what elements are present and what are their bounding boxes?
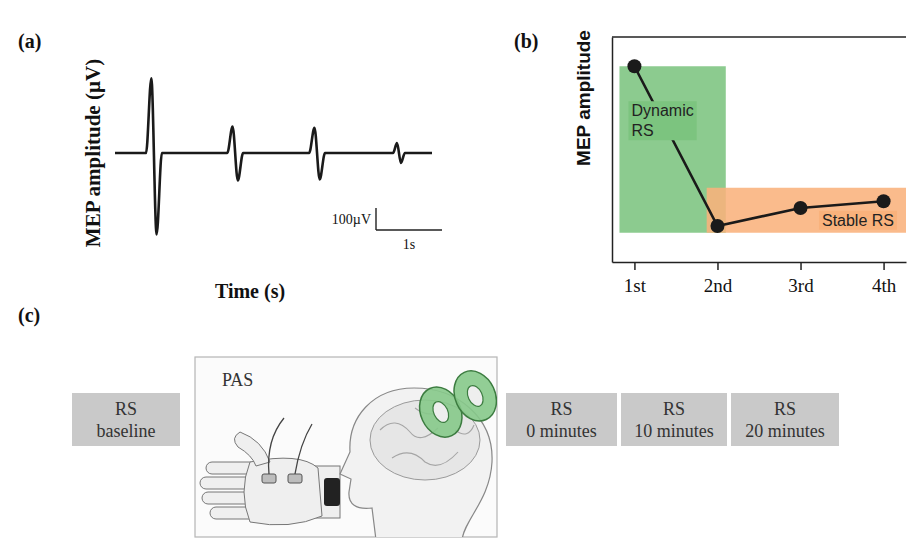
panel-letter: (a) [18, 30, 41, 53]
box-label: RSbaseline [97, 399, 156, 441]
pas-illustration [200, 364, 497, 537]
box-label-line: RS [663, 399, 685, 419]
x-axis-line [613, 262, 907, 264]
scale-bar-horizontal [376, 229, 442, 230]
x-tick-label: 4th [872, 275, 897, 296]
box-label: RS20 minutes [745, 399, 825, 441]
x-tick-label: 2nd [704, 275, 733, 296]
box [506, 393, 617, 446]
x-tick: 4th [872, 262, 897, 296]
box-label-line: 10 minutes [634, 421, 714, 441]
box-label-line: 0 minutes [526, 421, 597, 441]
label-patch [819, 211, 897, 230]
stimulator [324, 478, 340, 506]
coil-hole [430, 399, 452, 425]
rs-box: RSbaseline [72, 393, 180, 446]
electrode [288, 474, 302, 483]
y-axis-line [612, 38, 614, 263]
figure: (a) (b) (c) 100µV 1s MEP amplitude (µV) Time (… [0, 0, 912, 540]
palm [244, 458, 322, 525]
x-tick: 1st [624, 262, 647, 296]
region-label: Stable RS [822, 212, 894, 229]
region [707, 188, 906, 233]
stimulation-label: PAS [222, 370, 253, 390]
region-label-line: RS [631, 122, 653, 139]
x-tick: 3rd [788, 262, 814, 296]
frame-top [612, 36, 906, 38]
wire [269, 418, 284, 474]
data-line [634, 66, 883, 226]
box-label-line: RS [774, 399, 796, 419]
x-tick-mark [717, 262, 719, 270]
x-axis-title: Time (s) [215, 280, 285, 303]
scale-bar-vertical [375, 208, 376, 230]
box-label: RS10 minutes [634, 399, 714, 441]
rs-box: RS0 minutes [506, 393, 617, 446]
scale-bar-label: 1s [403, 237, 415, 252]
x-tick-mark [883, 262, 885, 270]
box-label-line: RS [115, 399, 137, 419]
data-point [710, 219, 724, 233]
box-label-line: baseline [97, 421, 156, 441]
scale-bar-label: 100µV [332, 212, 371, 227]
box-label-line: 20 minutes [745, 421, 825, 441]
wire [295, 424, 312, 474]
brain-fold [392, 452, 458, 465]
box [621, 393, 727, 446]
region-label: Dynamic RS [631, 102, 693, 139]
panel-letter: (b) [514, 30, 538, 53]
region-labels: Dynamic RS Stable RS [628, 101, 897, 230]
mep-trace [115, 78, 432, 234]
tms-coil [412, 364, 497, 444]
x-tick-label: 1st [624, 275, 647, 296]
label-patch [628, 101, 696, 140]
box-label-line: RS [550, 399, 572, 419]
x-tick-mark [800, 262, 802, 270]
region-label-line: Dynamic [631, 102, 693, 119]
electrode [262, 474, 276, 483]
rs-box: RS10 minutes [621, 393, 727, 446]
data-point [877, 194, 891, 208]
plot-b [619, 59, 906, 233]
panel-letter: (c) [18, 304, 40, 327]
y-axis-title: MEP amplitude (µV) [81, 59, 105, 247]
x-tick-mark [634, 262, 636, 270]
rs-box: RS20 minutes [731, 393, 839, 446]
data-point [627, 59, 641, 73]
x-tick-label: 3rd [788, 275, 814, 296]
coil-hole [464, 383, 486, 409]
x-tick: 2nd [704, 262, 733, 296]
y-axis [612, 38, 613, 263]
box [72, 393, 180, 446]
thumb [234, 432, 270, 466]
data-point [794, 201, 808, 215]
coil-wing [446, 364, 497, 428]
plot-a [115, 78, 432, 234]
x-axis: 1st 2nd 3rd 4th [613, 262, 907, 296]
y-axis-title: MEP amplitude [573, 30, 594, 166]
box-label: RS0 minutes [526, 399, 597, 441]
box [731, 393, 839, 446]
